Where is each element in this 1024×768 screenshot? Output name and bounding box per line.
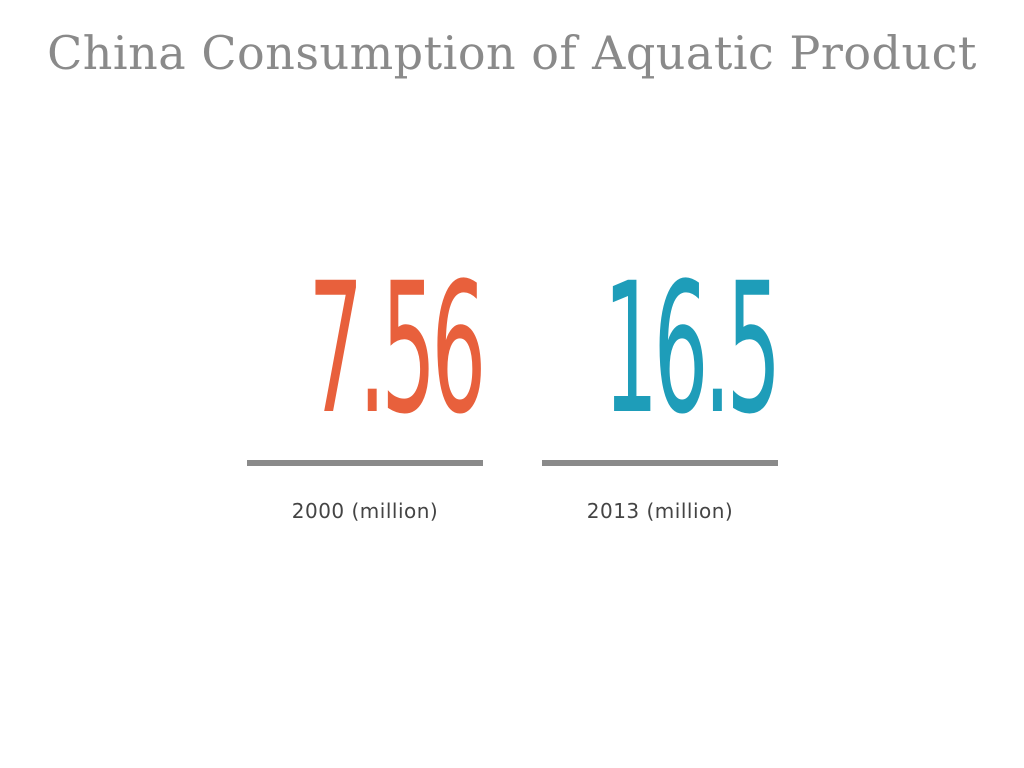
stat-divider-2000 [247,460,483,466]
stat-divider-2013 [542,460,778,466]
stat-value-2013: 16.5 [603,245,781,454]
stat-2013: 16.5 2013 (million) [542,245,781,523]
stat-label-2000: 2000 (million) [291,499,439,523]
stat-2000: 7.56 2000 (million) [247,245,486,523]
stat-value-2000: 7.56 [308,245,486,454]
chart-title: China Consumption of Aquatic Product [47,26,977,80]
stat-label-2013: 2013 (million) [586,499,734,523]
